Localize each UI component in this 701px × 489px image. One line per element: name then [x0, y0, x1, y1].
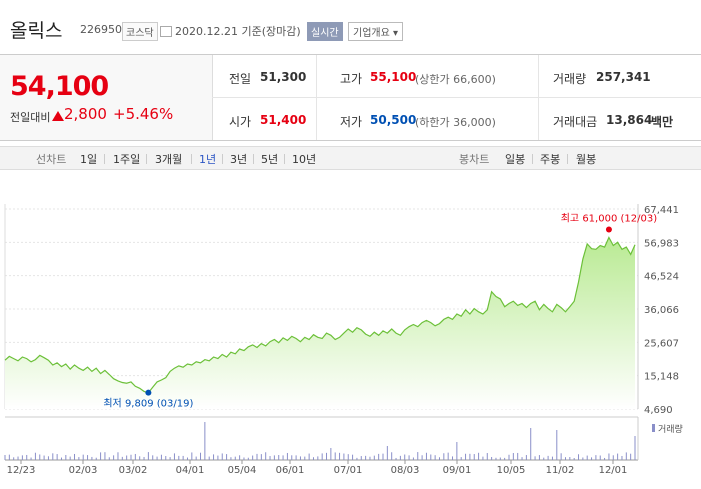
col-divider — [316, 55, 317, 140]
y-tick-label: 67,441 — [644, 205, 679, 216]
candle-chart-label: 봉차트 — [459, 153, 490, 166]
line-chart-label: 선차트 — [36, 153, 67, 166]
divider — [222, 154, 223, 164]
period-1y[interactable]: 1년 — [199, 153, 217, 166]
divider — [146, 154, 147, 164]
x-tick-label: 09/01 — [443, 465, 472, 476]
base-date: 2020.12.21 기준(장마감) — [175, 25, 301, 38]
quote-panel: 54,100 전일대비 2,800 +5.46% 전일 51,300 고가 55… — [0, 54, 701, 141]
y-tick-label: 25,607 — [644, 338, 679, 349]
candle-weekly[interactable]: 주봉 — [540, 153, 561, 166]
open-value: 51,400 — [260, 113, 307, 127]
divider — [253, 154, 254, 164]
x-tick-label: 07/01 — [334, 465, 363, 476]
amount-unit: 백만 — [651, 115, 674, 129]
current-price: 54,100 — [10, 71, 109, 102]
x-tick-label: 08/03 — [391, 465, 420, 476]
realtime-button[interactable]: 실시간 — [307, 22, 343, 41]
period-3m[interactable]: 3개월 — [155, 153, 183, 166]
volume-legend-label: 거래량 — [658, 423, 683, 435]
candle-monthly[interactable]: 월봉 — [576, 153, 597, 166]
open-label: 시가 — [229, 115, 252, 129]
x-tick-label: 02/03 — [69, 465, 98, 476]
period-5y[interactable]: 5년 — [261, 153, 279, 166]
divider — [191, 154, 192, 164]
min-label: 최저 9,809 (03/19) — [103, 398, 193, 410]
x-tick-label: 12/01 — [599, 465, 628, 476]
x-tick-label: 12/23 — [7, 465, 36, 476]
divider — [104, 154, 105, 164]
calendar-icon — [160, 26, 172, 37]
x-tick-label: 10/05 — [497, 465, 526, 476]
volume-label: 거래량 — [553, 72, 587, 86]
period-1w[interactable]: 1주일 — [113, 153, 141, 166]
stock-code: 226950 — [80, 23, 122, 36]
chevron-down-icon: ▾ — [393, 28, 399, 39]
period-1d[interactable]: 1일 — [80, 153, 98, 166]
market-badge: 코스닥 — [122, 22, 158, 41]
divider — [567, 154, 568, 164]
price-area — [5, 237, 635, 409]
low-value: 50,500 — [370, 113, 417, 127]
x-tick-label: 03/02 — [119, 465, 148, 476]
amount-value: 13,864 — [606, 113, 653, 127]
y-tick-label: 4,690 — [644, 405, 673, 416]
stock-header: 올릭스 226950 코스닥 2020.12.21 기준(장마감) 실시간 기업… — [0, 0, 701, 46]
divider — [532, 154, 533, 164]
x-tick-label: 04/01 — [176, 465, 205, 476]
y-tick-label: 56,983 — [644, 238, 679, 249]
price-change: 2,800 — [64, 105, 107, 123]
company-info-label: 기업개요 — [353, 28, 390, 39]
x-tick-label: 05/04 — [228, 465, 257, 476]
x-tick-label: 06/01 — [276, 465, 305, 476]
company-info-dropdown[interactable]: 기업개요 ▾ — [348, 22, 404, 41]
row-divider — [212, 97, 701, 98]
stock-name: 올릭스 — [10, 20, 63, 42]
max-label: 최고 61,000 (12/03) — [561, 213, 657, 225]
change-rate: +5.46% — [113, 105, 174, 123]
max-marker — [605, 226, 612, 233]
high-value: 55,100 — [370, 70, 417, 84]
lower-limit: (하한가 36,000) — [415, 116, 496, 129]
price-box: 54,100 전일대비 2,800 +5.46% — [0, 55, 213, 140]
low-label: 저가 — [340, 115, 363, 129]
upper-limit: (상한가 66,600) — [415, 73, 496, 86]
volume-value: 257,341 — [596, 70, 651, 84]
high-label: 고가 — [340, 72, 363, 86]
volume-legend-swatch — [652, 424, 655, 432]
y-tick-label: 15,148 — [644, 372, 679, 383]
compare-label: 전일대비 — [10, 111, 51, 124]
y-tick-label: 46,524 — [644, 272, 679, 283]
up-arrow-icon — [52, 111, 64, 121]
period-bar: 선차트 1일 1주일 3개월 1년 3년 5년 10년 봉차트 일봉 주봉 월봉 — [0, 146, 701, 170]
period-10y[interactable]: 10년 — [292, 153, 317, 166]
candle-daily[interactable]: 일봉 — [505, 153, 526, 166]
divider — [284, 154, 285, 164]
price-line — [4, 236, 636, 394]
prev-value: 51,300 — [260, 70, 307, 84]
prev-label: 전일 — [229, 72, 252, 86]
min-marker — [145, 389, 152, 396]
x-tick-label: 11/02 — [546, 465, 575, 476]
y-tick-label: 36,066 — [644, 305, 679, 316]
period-3y[interactable]: 3년 — [230, 153, 248, 166]
col-divider — [538, 55, 539, 140]
amount-label: 거래대금 — [553, 115, 598, 129]
